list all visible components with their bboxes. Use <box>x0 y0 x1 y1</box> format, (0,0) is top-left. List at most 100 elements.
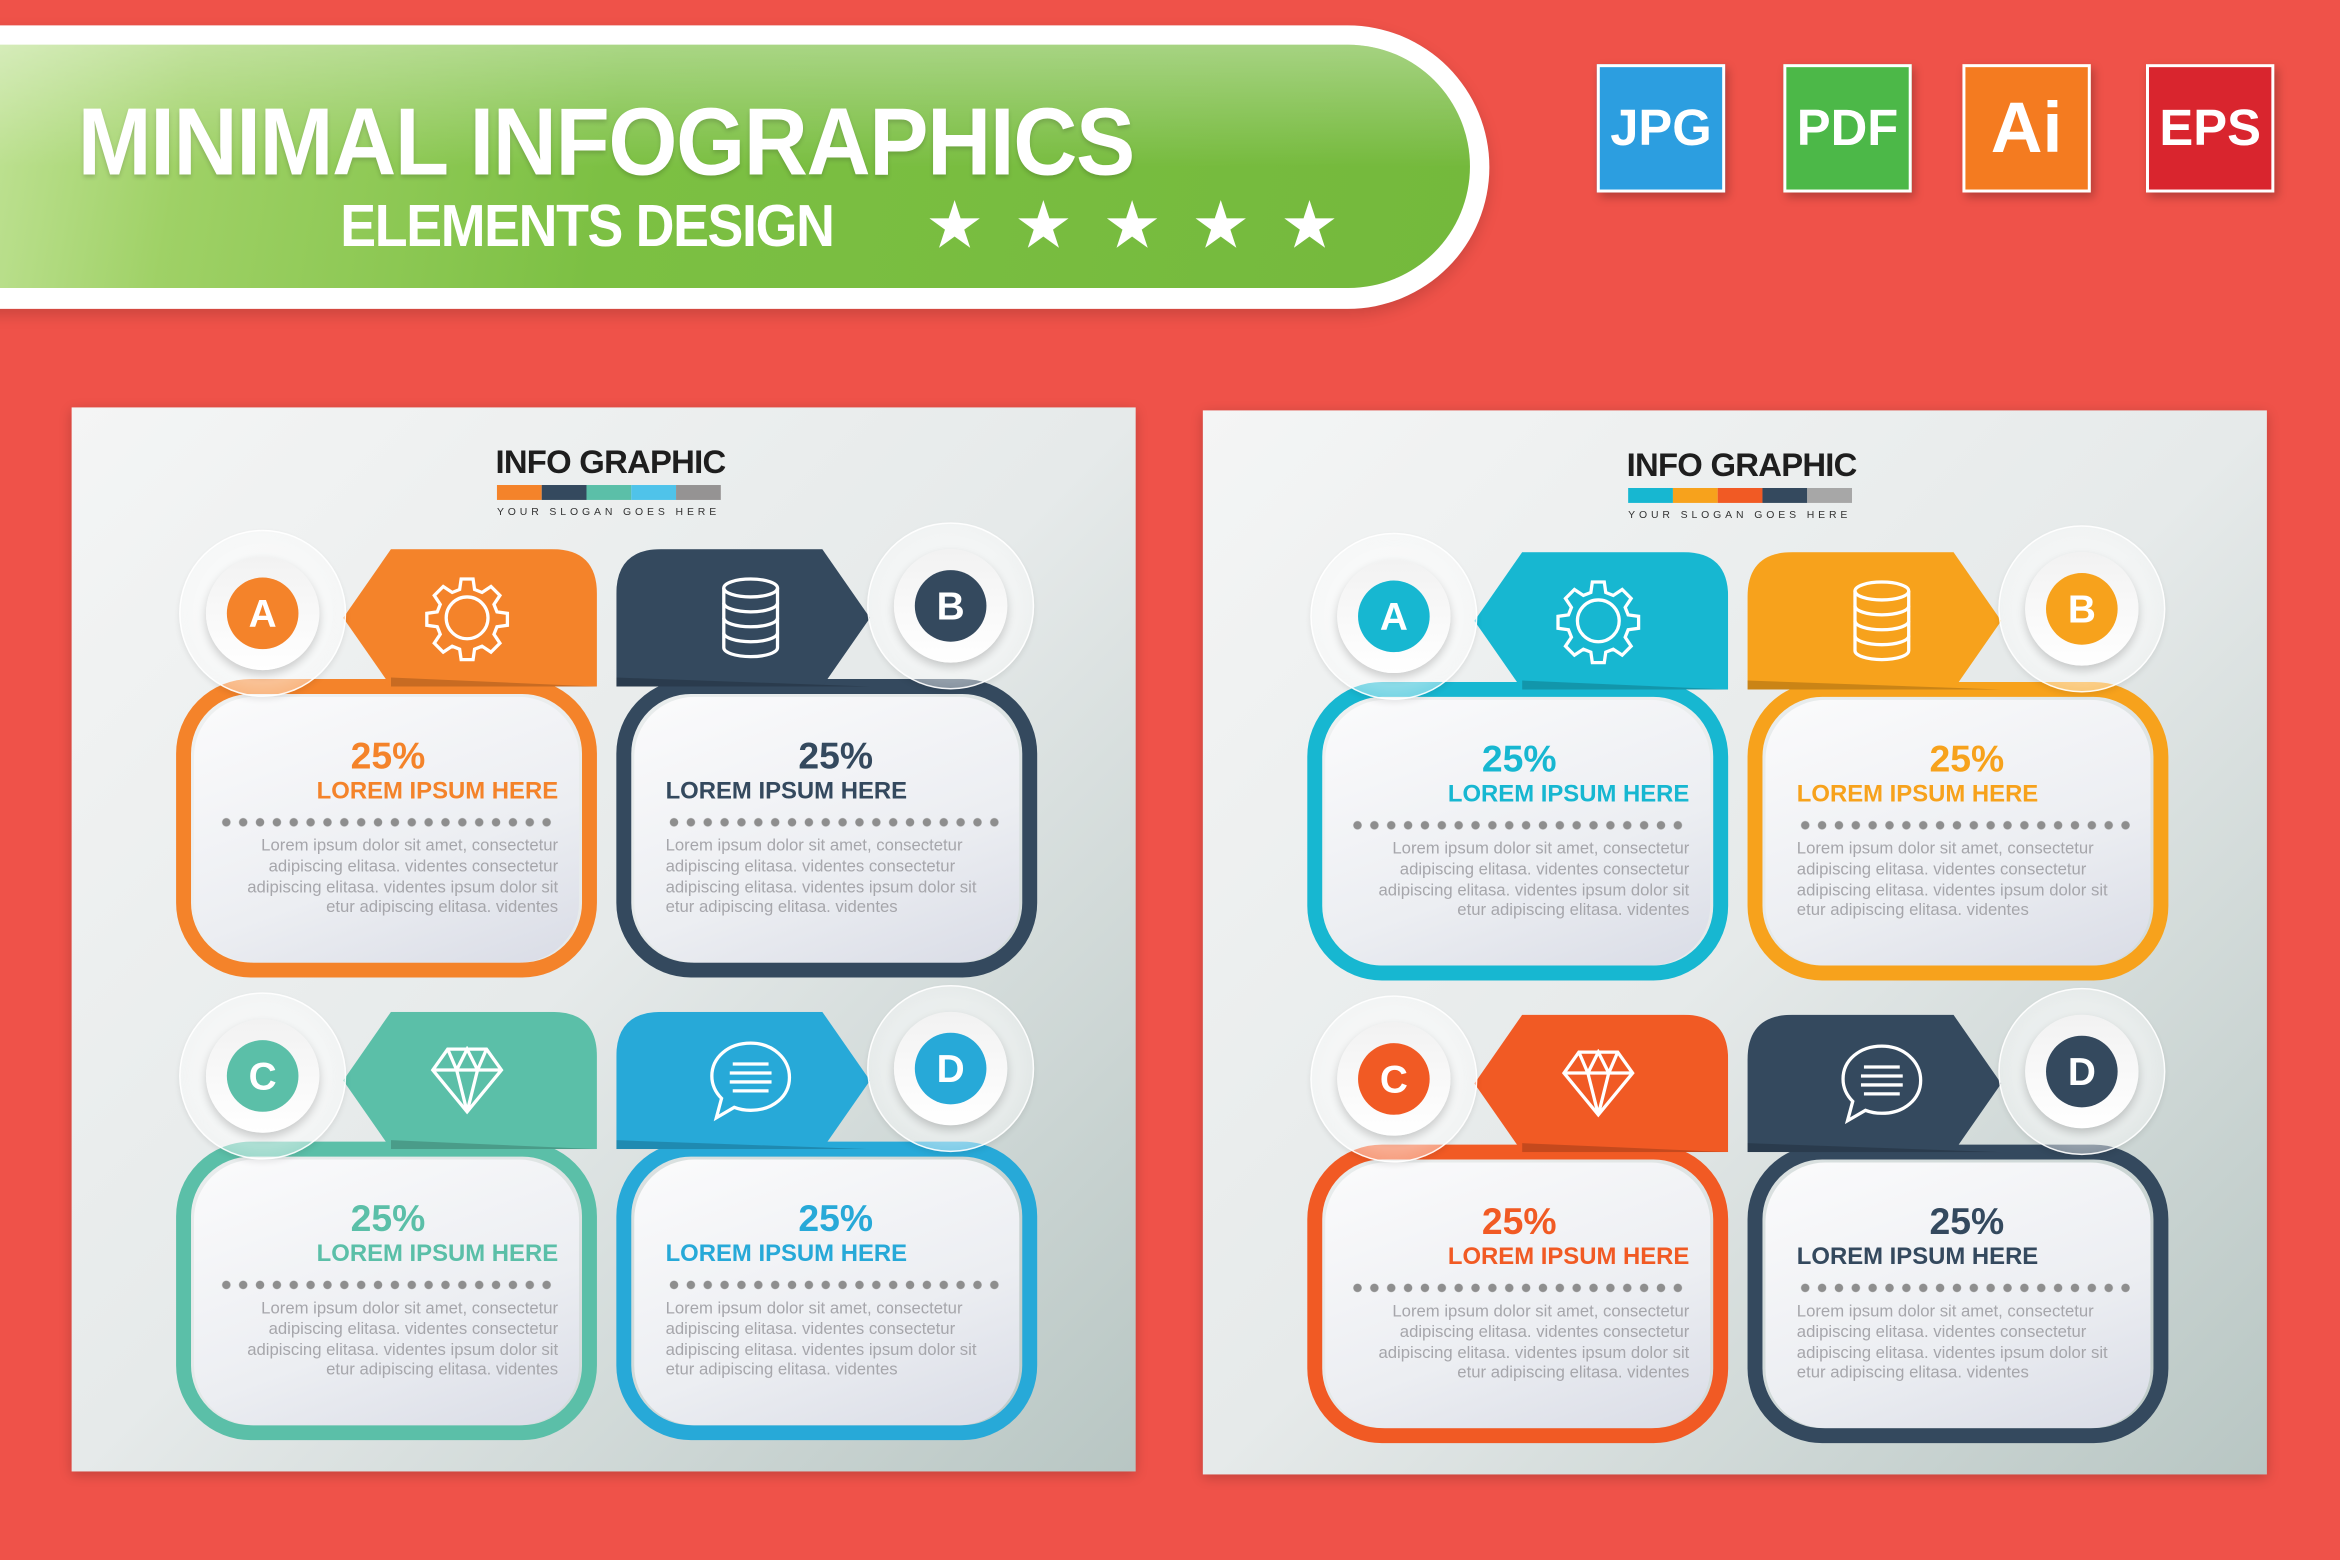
description-line: Lorem ipsum dolor sit amet, consectetur <box>665 1299 963 1318</box>
slogan: YOUR SLOGAN GOES HERE <box>1628 510 1852 521</box>
description-line: etur adipiscing elitasa. videntes <box>665 1361 898 1380</box>
card-header-tab <box>616 549 871 694</box>
card-body <box>194 1159 580 1426</box>
color-swatch <box>1807 487 1853 503</box>
info-card-a: A 25% LOREM IPSUM HERE Lorem ipsum dolor si… <box>72 407 1136 1004</box>
format-badge-pdf: PDF <box>1783 64 1912 193</box>
card-title: LOREM IPSUM HERE <box>1796 1244 2039 1270</box>
dotted-divider <box>1796 1281 2138 1294</box>
format-badge-ai: Ai <box>1962 64 2091 193</box>
dotted-divider <box>217 1278 559 1291</box>
card-description: Lorem ipsum dolor sit amet, consectetur a… <box>1797 840 2137 922</box>
card-body <box>1325 1162 1711 1429</box>
info-card-a: A 25% LOREM IPSUM HERE Lorem ipsum dolor si… <box>1203 410 2267 1007</box>
infographic-title: INFO GRAPHIC <box>495 443 726 481</box>
description-line: adipiscing elitasa. videntes ipsum dolor… <box>247 878 559 897</box>
card-body <box>634 696 1020 963</box>
info-card-c: C 25% LOREM IPSUM HERE Lorem ipsum dolor si… <box>72 870 1136 1467</box>
card-body <box>634 1159 1020 1426</box>
card-body <box>194 696 580 963</box>
star-icon: ★ <box>1191 189 1251 263</box>
description-line: etur adipiscing elitasa. videntes <box>326 1361 559 1380</box>
database-icon <box>1849 579 1915 670</box>
description-line: Lorem ipsum dolor sit amet, consectetur <box>261 1299 559 1318</box>
card-description: Lorem ipsum dolor sit amet, consectetur a… <box>1349 1303 1689 1385</box>
card-text: 25% LOREM IPSUM HERE Lorem ipsum dolor sit… <box>217 1198 559 1382</box>
letter-badge: C <box>1310 995 1478 1163</box>
chat-icon <box>1839 1042 1926 1133</box>
description-line: adipiscing elitasa. videntes ipsum dolor… <box>665 1341 977 1359</box>
slogan: YOUR SLOGAN GOES HERE <box>496 507 721 518</box>
description-line: adipiscing elitasa. videntes consectetur <box>665 1320 956 1339</box>
letter-badge: A <box>179 529 347 697</box>
badge-letter: C <box>1358 1043 1430 1115</box>
color-swatch <box>541 485 587 500</box>
card-body <box>1325 699 1711 966</box>
card-body <box>1765 699 2151 966</box>
letter-badge: D <box>867 984 1035 1153</box>
badge-letter: D <box>2046 1035 2118 1108</box>
description-line: adipiscing elitasa. videntes consectetur <box>1399 1323 1690 1342</box>
card-percent: 25% <box>798 1198 874 1241</box>
star-icon: ★ <box>1102 189 1162 263</box>
card-percent: 25% <box>350 1198 426 1241</box>
card-percent: 25% <box>1481 1201 1557 1244</box>
card-header-tab <box>1747 552 2002 697</box>
dotted-divider <box>1796 819 2138 832</box>
banner-subtitle: ELEMENTS DESIGN <box>340 194 835 260</box>
badge-letter: D <box>914 1032 987 1105</box>
info-card-b: B 25% LOREM IPSUM HERE Lorem ipsum dolor si… <box>72 407 1136 1004</box>
color-swatch <box>1628 487 1673 503</box>
color-swatch <box>1672 487 1718 503</box>
description-line: adipiscing elitasa. videntes consectetur <box>268 1320 559 1339</box>
card-title: LOREM IPSUM HERE <box>1447 781 1690 808</box>
card-percent: 25% <box>798 735 874 778</box>
letter-badge: C <box>179 992 347 1160</box>
description-line: adipiscing elitasa. videntes consectetur <box>1399 860 1690 879</box>
description-line: adipiscing elitasa. videntes ipsum dolor… <box>1378 881 1690 900</box>
card-text: 25% LOREM IPSUM HERE Lorem ipsum dolor sit… <box>217 736 559 920</box>
card-text: 25% LOREM IPSUM HERE Lorem ipsum dolor sit… <box>1349 1201 1690 1385</box>
color-swatch <box>676 485 721 500</box>
card-frame <box>616 679 1038 978</box>
info-card-d: D 25% LOREM IPSUM HERE Lorem ipsum dolor si… <box>72 870 1136 1467</box>
star-icon: ★ <box>1013 189 1073 263</box>
dotted-divider <box>1349 819 1690 832</box>
infographic-panel: INFO GRAPHIC YOUR SLOGAN GOES HERE A 25% LOR… <box>1202 410 2267 1475</box>
gear-icon <box>1554 576 1644 673</box>
color-swatch <box>1717 487 1763 503</box>
description-line: etur adipiscing elitasa. videntes <box>1457 901 1690 920</box>
description-line: Lorem ipsum dolor sit amet, consectetur <box>1392 1302 1690 1321</box>
card-percent: 25% <box>1481 738 1557 781</box>
card-frame <box>1747 1144 2169 1444</box>
description-line: adipiscing elitasa. videntes ipsum dolor… <box>1378 1344 1690 1362</box>
banner <box>0 44 1470 289</box>
color-swatch <box>631 485 677 500</box>
dotted-divider <box>217 816 559 829</box>
badge-letter: A <box>1358 580 1430 653</box>
dotted-divider <box>665 816 1006 829</box>
card-title: LOREM IPSUM HERE <box>665 779 908 805</box>
badge-letter: B <box>914 570 987 642</box>
format-badge-jpg: JPG <box>1596 64 1726 193</box>
description-line: etur adipiscing elitasa. videntes <box>1796 901 2029 920</box>
chat-icon <box>707 1039 794 1130</box>
letter-badge: D <box>1998 987 2166 1156</box>
card-title: LOREM IPSUM HERE <box>1796 781 2039 808</box>
info-card-b: B 25% LOREM IPSUM HERE Lorem ipsum dolor si… <box>1203 410 2267 1007</box>
description-line: adipiscing elitasa. videntes consectetur <box>1796 860 2087 879</box>
card-header-tab <box>1474 1014 1729 1160</box>
card-description: Lorem ipsum dolor sit amet, consectetur a… <box>1797 1303 2137 1385</box>
card-body <box>1765 1162 2151 1429</box>
info-card-c: C 25% LOREM IPSUM HERE Lorem ipsum dolor si… <box>1203 873 2267 1470</box>
card-title: LOREM IPSUM HERE <box>665 1241 908 1268</box>
description-line: adipiscing elitasa. videntes ipsum dolor… <box>1796 881 2108 900</box>
infographic-panel: INFO GRAPHIC YOUR SLOGAN GOES HERE A 25% LOR… <box>71 407 1136 1472</box>
description-line: adipiscing elitasa. videntes ipsum dolor… <box>247 1341 559 1359</box>
description-line: etur adipiscing elitasa. videntes <box>665 898 898 917</box>
format-badge-eps: EPS <box>2145 64 2275 193</box>
description-line: Lorem ipsum dolor sit amet, consectetur <box>261 837 559 856</box>
card-header-tab <box>343 1011 597 1157</box>
color-swatch <box>496 485 542 500</box>
